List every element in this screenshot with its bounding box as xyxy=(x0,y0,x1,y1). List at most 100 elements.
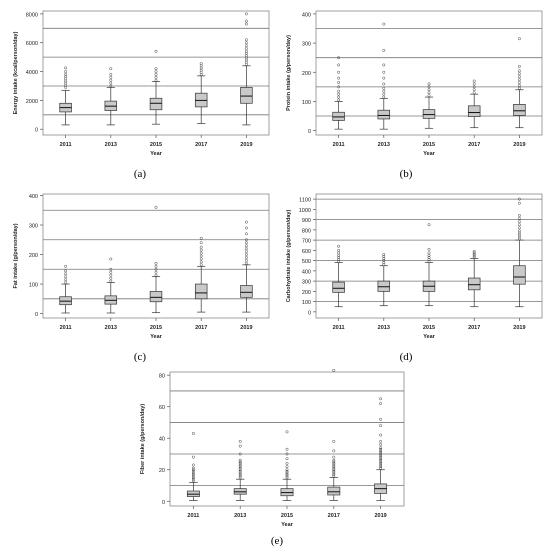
energy-intake-boxplot: 0 2000 4000 6000 8000 Energy intake (kcal/per… xyxy=(5,3,273,183)
y-tick-label: 80 xyxy=(159,374,165,380)
box-iqr xyxy=(513,265,526,285)
outlier-point xyxy=(382,22,386,26)
outlier-point xyxy=(337,95,341,99)
outlier-point xyxy=(337,251,341,255)
outlier-point xyxy=(472,82,476,86)
outlier-point xyxy=(154,78,158,82)
outlier-point xyxy=(379,417,383,421)
y-tick-label: 300 xyxy=(302,42,311,48)
outlier-point xyxy=(382,89,386,93)
outlier-point xyxy=(517,231,521,235)
y-tick-label: 0 xyxy=(35,128,38,134)
outlier-point xyxy=(64,264,68,268)
outlier-point xyxy=(109,279,113,283)
outlier-point xyxy=(379,463,383,467)
outlier-point xyxy=(517,78,521,82)
outlier-point xyxy=(238,474,242,478)
y-tick-label: 600 xyxy=(302,249,311,255)
outlier-point xyxy=(154,270,158,274)
outlier-point xyxy=(238,463,242,467)
outlier-point xyxy=(332,449,336,453)
outlier-point xyxy=(332,439,336,443)
outlier-point xyxy=(337,256,341,259)
outlier-point xyxy=(154,205,158,209)
outlier-point xyxy=(285,447,289,451)
y-tick-label: 100 xyxy=(302,300,311,306)
outlier-point xyxy=(517,72,521,76)
y-tick-label: 300 xyxy=(29,224,38,230)
outlier-point xyxy=(191,474,195,478)
outlier-point xyxy=(517,75,521,79)
outlier-point xyxy=(285,476,289,480)
outlier-point xyxy=(427,258,431,262)
protein-intake-boxplot: 0 100 200 300 400 Protein intake (g/person/da… xyxy=(278,3,546,183)
outlier-point xyxy=(332,468,336,472)
outlier-point xyxy=(109,276,113,280)
outlier-point xyxy=(109,67,113,71)
outlier-point xyxy=(154,267,158,271)
outlier-point xyxy=(337,56,341,60)
outlier-point xyxy=(199,260,203,264)
outlier-point xyxy=(379,449,383,453)
outlier-point xyxy=(517,223,521,227)
outlier-point xyxy=(238,452,242,456)
outlier-point xyxy=(154,273,158,277)
outlier-point xyxy=(517,220,521,224)
outlier-point xyxy=(191,473,195,476)
outlier-point xyxy=(238,476,242,480)
y-tick-label: 300 xyxy=(302,280,311,286)
fat-intake-boxplot: 0 100 200 300 400 Fat intake (g/person/day) 20… xyxy=(5,186,273,366)
x-tick-label: 2017 xyxy=(195,325,207,331)
y-tick-label: 800 xyxy=(302,228,311,234)
outlier-point xyxy=(285,465,289,469)
outlier-point xyxy=(332,469,336,473)
outlier-point xyxy=(332,465,336,469)
outlier-point xyxy=(64,269,68,273)
outlier-point xyxy=(379,433,383,437)
outlier-point xyxy=(154,264,158,268)
outlier-point xyxy=(382,95,386,99)
outlier-point xyxy=(191,463,195,467)
outlier-point xyxy=(109,72,113,76)
x-tick-label: 2011 xyxy=(333,325,345,331)
outlier-point xyxy=(199,251,203,255)
outlier-point xyxy=(332,458,336,462)
outlier-point xyxy=(332,463,336,467)
outlier-point xyxy=(109,75,113,79)
x-tick-label: 2019 xyxy=(240,142,252,148)
y-tick-label: 0 xyxy=(308,129,311,135)
outlier-point xyxy=(244,238,248,242)
outlier-point xyxy=(64,70,68,74)
outlier-point xyxy=(517,37,521,41)
x-tick-label: 2019 xyxy=(513,325,525,331)
outlier-point xyxy=(517,64,521,68)
box-iqr xyxy=(467,277,481,291)
box-iqr xyxy=(327,486,341,496)
x-tick-label: 2019 xyxy=(374,513,386,519)
outlier-point xyxy=(64,272,68,276)
outlier-point xyxy=(427,91,431,95)
x-tick-label: 2017 xyxy=(195,142,207,148)
outlier-point xyxy=(64,278,68,282)
outlier-point xyxy=(379,455,383,459)
fiber-intake-boxplot: 0 20 40 60 80 Fiber intake (g/person/day) 2011… xyxy=(140,366,410,550)
outlier-point xyxy=(382,70,386,74)
outlier-point xyxy=(427,251,431,255)
outlier-point xyxy=(244,258,248,262)
outlier-point xyxy=(337,76,341,80)
box-iqr xyxy=(149,291,163,303)
outlier-point xyxy=(332,461,336,465)
y-tick-label: 4000 xyxy=(26,70,38,76)
outlier-point xyxy=(337,98,341,102)
outlier-point xyxy=(191,432,195,435)
x-tick-label: 2015 xyxy=(423,142,435,148)
box-iqr xyxy=(513,104,526,116)
box-iqr xyxy=(240,285,253,298)
outlier-point xyxy=(332,471,336,475)
outlier-point xyxy=(379,446,383,450)
outlier-point xyxy=(109,84,113,88)
outlier-point xyxy=(285,473,289,476)
y-tick-label: 200 xyxy=(302,290,311,296)
outlier-point xyxy=(244,232,248,236)
y-tick-label: 1100 xyxy=(299,198,311,204)
